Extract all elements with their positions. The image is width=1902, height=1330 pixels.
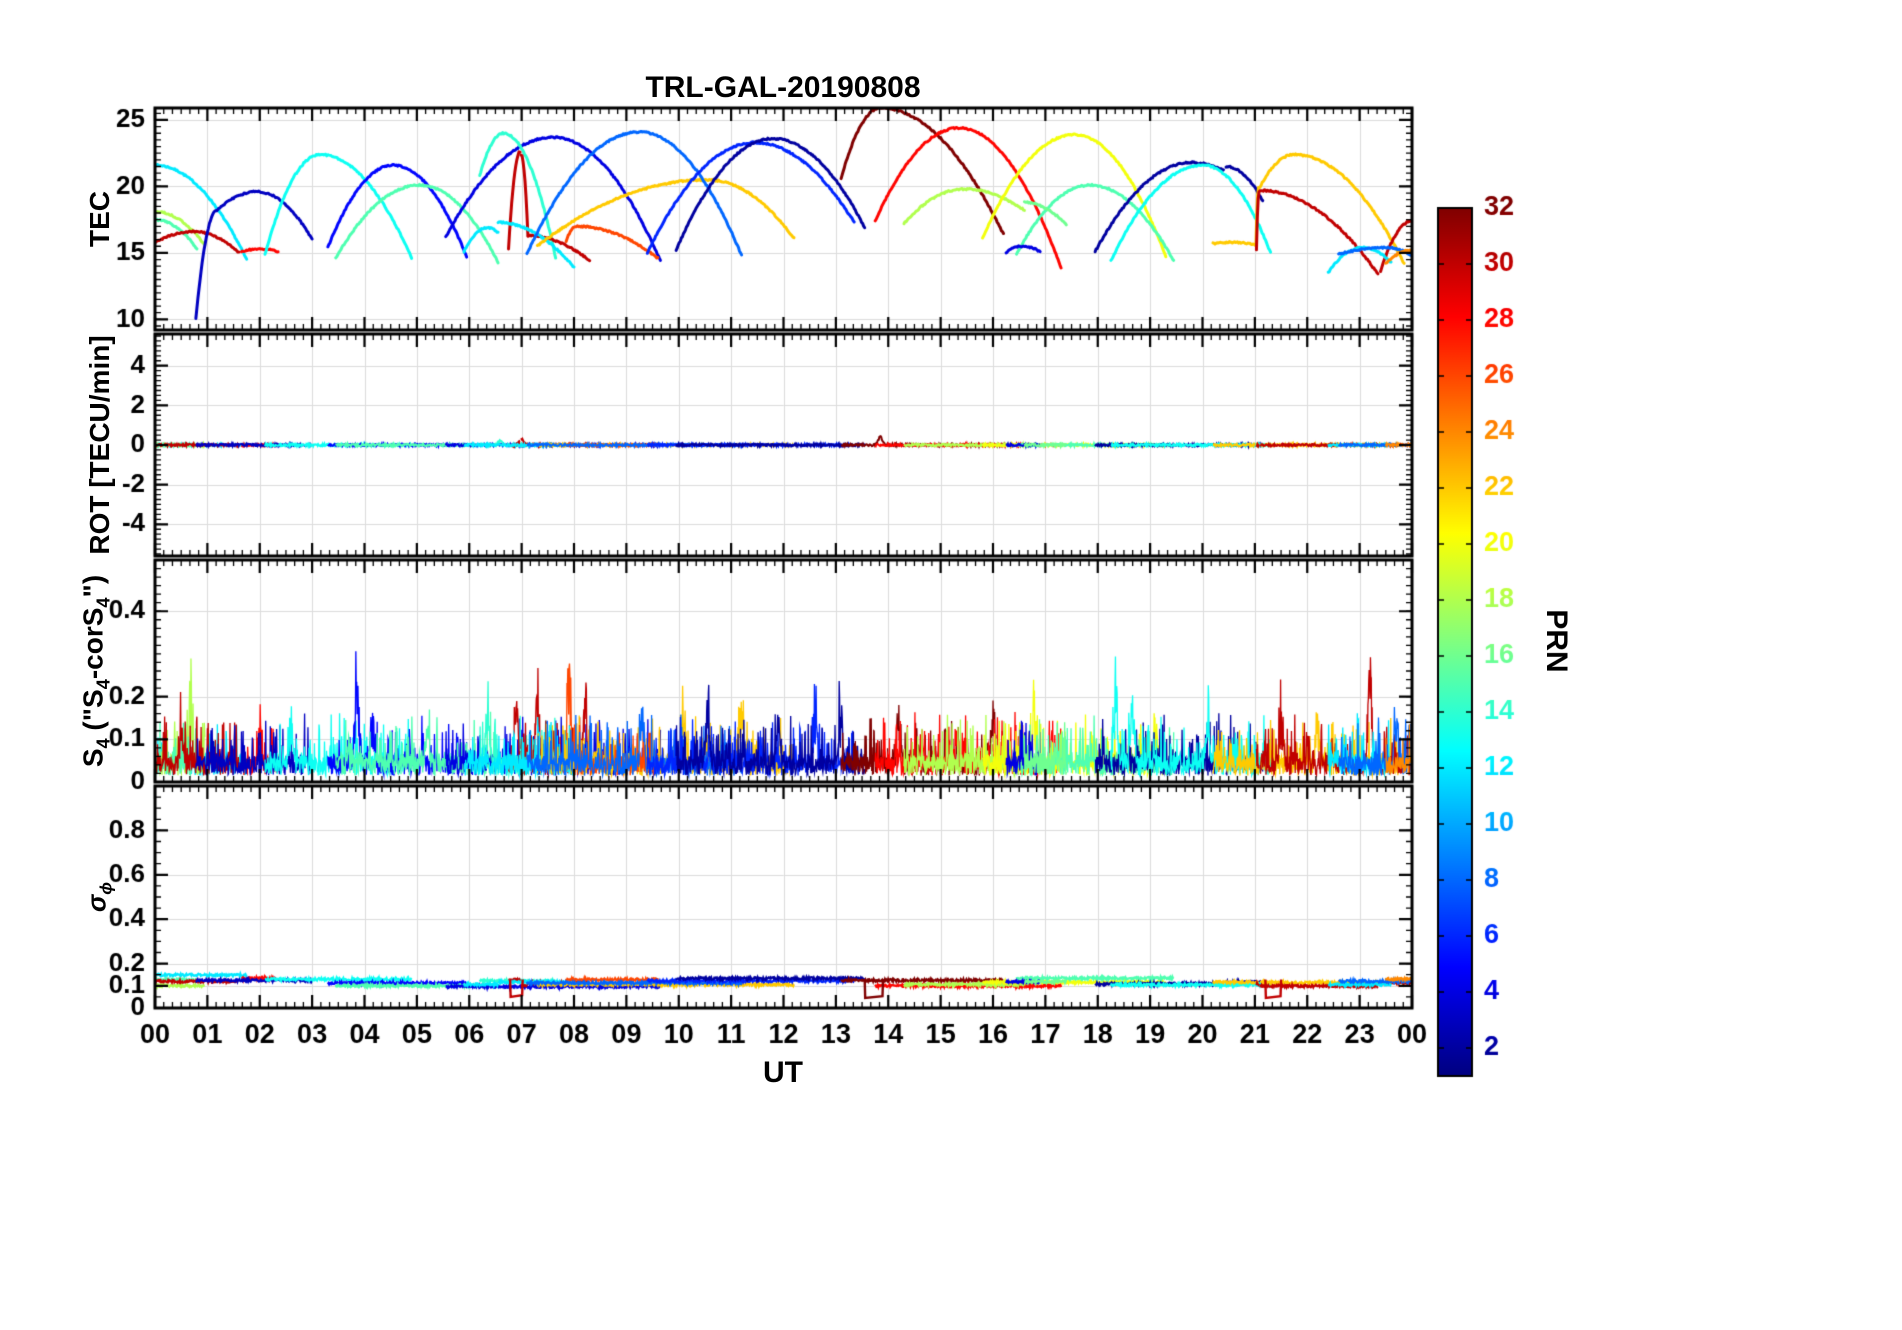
chart-title: TRL-GAL-20190808 [645,71,921,104]
ylabel-s4-sub: 4 [93,679,114,690]
ylabel-sigma-phi: σϕ [81,882,116,912]
colorbar-label-prn: PRN [1540,609,1573,673]
ylabel-s4-sub: 4 [93,597,114,608]
ylabel-s4-sub: 4 [93,738,114,749]
sigma-symbol: σ [81,894,112,913]
ylabel-rot: ROT [TECU/min] [84,335,115,555]
ylabel-tec: TEC [84,191,115,247]
ylabel-s4-part: S [77,748,109,768]
phi-symbol: ϕ [96,881,116,895]
ylabel-s4-part: ("S [77,689,109,739]
xlabel-ut: UT [763,1056,803,1089]
ylabel-s4: S4 ("S4-corS4") [78,575,115,767]
ylabel-s4-part: ") [77,574,109,598]
ylabel-s4-part: -corS [77,607,109,680]
